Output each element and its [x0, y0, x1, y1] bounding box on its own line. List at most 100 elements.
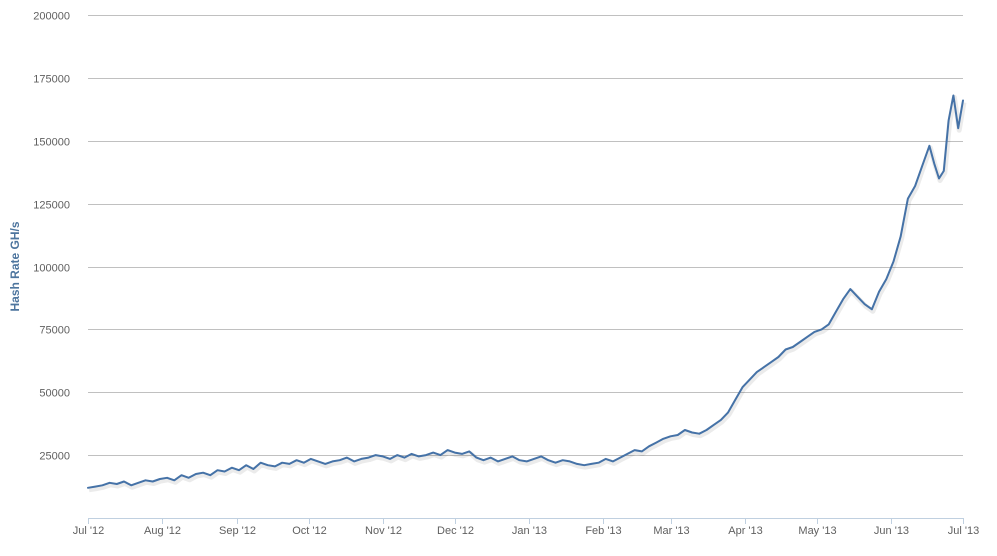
data-point[interactable] — [186, 475, 192, 481]
data-point[interactable] — [567, 458, 573, 464]
data-point[interactable] — [423, 452, 429, 458]
data-point[interactable] — [855, 294, 861, 300]
data-point[interactable] — [931, 160, 937, 166]
data-point[interactable] — [560, 457, 566, 463]
data-point[interactable] — [653, 440, 659, 446]
data-point[interactable] — [330, 458, 336, 464]
data-point[interactable] — [740, 384, 746, 390]
data-point[interactable] — [488, 455, 494, 461]
data-point[interactable] — [588, 461, 594, 467]
data-point[interactable] — [85, 485, 91, 491]
data-point[interactable] — [409, 451, 415, 457]
data-point[interactable] — [531, 456, 537, 462]
data-point[interactable] — [358, 456, 364, 462]
data-point[interactable] — [315, 458, 321, 464]
data-point[interactable] — [775, 354, 781, 360]
data-point[interactable] — [704, 427, 710, 433]
data-point[interactable] — [495, 458, 501, 464]
data-point[interactable] — [157, 476, 163, 482]
data-point[interactable] — [258, 460, 264, 466]
data-point[interactable] — [107, 480, 113, 486]
data-point[interactable] — [322, 461, 328, 467]
data-point[interactable] — [143, 477, 149, 483]
data-point[interactable] — [164, 475, 170, 481]
data-point[interactable] — [632, 447, 638, 453]
data-point[interactable] — [754, 369, 760, 375]
data-point[interactable] — [229, 465, 235, 471]
data-point[interactable] — [919, 163, 925, 169]
data-point[interactable] — [696, 431, 702, 437]
data-point[interactable] — [950, 93, 956, 99]
data-point[interactable] — [308, 456, 314, 462]
data-point[interactable] — [898, 233, 904, 239]
data-point[interactable] — [193, 471, 199, 477]
data-point[interactable] — [445, 447, 451, 453]
data-point[interactable] — [912, 183, 918, 189]
data-point[interactable] — [581, 462, 587, 468]
data-point[interactable] — [517, 457, 523, 463]
data-point[interactable] — [768, 359, 774, 365]
data-point[interactable] — [936, 176, 942, 182]
data-point[interactable] — [960, 98, 966, 104]
data-point[interactable] — [660, 436, 666, 442]
data-point[interactable] — [926, 143, 932, 149]
data-point[interactable] — [344, 455, 350, 461]
data-point[interactable] — [617, 455, 623, 461]
data-point[interactable] — [416, 453, 422, 459]
data-point[interactable] — [380, 453, 386, 459]
data-point[interactable] — [574, 461, 580, 467]
data-point[interactable] — [243, 462, 249, 468]
data-point[interactable] — [121, 479, 127, 485]
data-point[interactable] — [401, 455, 407, 461]
data-point[interactable] — [689, 430, 695, 436]
data-point[interactable] — [819, 326, 825, 332]
data-point[interactable] — [207, 472, 213, 478]
data-point[interactable] — [538, 453, 544, 459]
data-point[interactable] — [955, 125, 961, 131]
data-point[interactable] — [790, 344, 796, 350]
data-point[interactable] — [826, 321, 832, 327]
data-point[interactable] — [509, 453, 515, 459]
data-point[interactable] — [286, 461, 292, 467]
data-point[interactable] — [668, 433, 674, 439]
data-point[interactable] — [250, 466, 256, 472]
data-point[interactable] — [610, 458, 616, 464]
data-point[interactable] — [725, 409, 731, 415]
data-point[interactable] — [222, 469, 228, 475]
data-point[interactable] — [215, 467, 221, 473]
data-point[interactable] — [373, 452, 379, 458]
data-point[interactable] — [437, 452, 443, 458]
data-point[interactable] — [883, 276, 889, 282]
data-point[interactable] — [430, 450, 436, 456]
data-point[interactable] — [747, 377, 753, 383]
data-point[interactable] — [351, 458, 357, 464]
data-point[interactable] — [811, 329, 817, 335]
data-point[interactable] — [862, 301, 868, 307]
data-point[interactable] — [711, 422, 717, 428]
data-point[interactable] — [179, 472, 185, 478]
data-point[interactable] — [946, 118, 952, 124]
data-point[interactable] — [387, 456, 393, 462]
data-point[interactable] — [466, 448, 472, 454]
data-point[interactable] — [941, 168, 947, 174]
data-point[interactable] — [171, 477, 177, 483]
data-point[interactable] — [92, 484, 98, 490]
data-point[interactable] — [603, 456, 609, 462]
data-point[interactable] — [272, 463, 278, 469]
data-point[interactable] — [279, 460, 285, 466]
data-point[interactable] — [200, 470, 206, 476]
data-point[interactable] — [847, 286, 853, 292]
data-point[interactable] — [452, 450, 458, 456]
data-point[interactable] — [553, 460, 559, 466]
data-point[interactable] — [545, 457, 551, 463]
data-point[interactable] — [732, 397, 738, 403]
data-point[interactable] — [128, 482, 134, 488]
data-point[interactable] — [682, 427, 688, 433]
data-point[interactable] — [366, 455, 372, 461]
data-point[interactable] — [833, 309, 839, 315]
data-point[interactable] — [337, 457, 343, 463]
data-point[interactable] — [135, 480, 141, 486]
data-point[interactable] — [639, 448, 645, 454]
data-point[interactable] — [624, 451, 630, 457]
data-point[interactable] — [502, 456, 508, 462]
